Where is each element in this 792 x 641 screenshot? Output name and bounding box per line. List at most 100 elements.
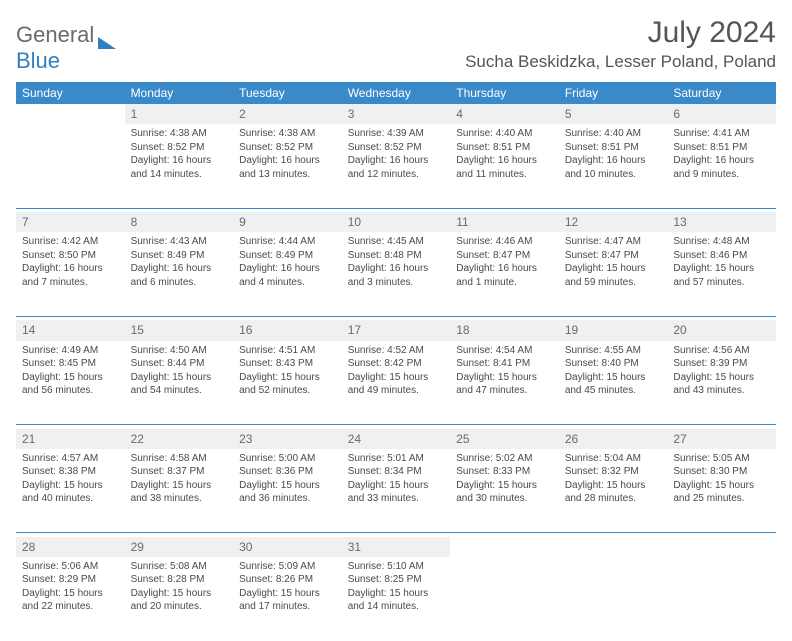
day-line: Sunrise: 4:58 AM: [131, 452, 228, 466]
day-line: Sunrise: 4:49 AM: [22, 344, 119, 358]
daynum-row: 78910111213: [16, 212, 776, 232]
day-cell: [450, 557, 559, 641]
day-cell: Sunrise: 5:00 AMSunset: 8:36 PMDaylight:…: [233, 449, 342, 533]
day-line: Sunset: 8:49 PM: [131, 249, 228, 263]
day-line: Sunrise: 4:55 AM: [565, 344, 662, 358]
day-line: Sunrise: 4:52 AM: [348, 344, 445, 358]
day-line: Sunset: 8:46 PM: [673, 249, 770, 263]
day-cell: Sunrise: 4:38 AMSunset: 8:52 PMDaylight:…: [233, 124, 342, 208]
day-line: Daylight: 15 hours and 20 minutes.: [131, 587, 228, 614]
day-cell: Sunrise: 4:55 AMSunset: 8:40 PMDaylight:…: [559, 341, 668, 425]
week-row: Sunrise: 5:06 AMSunset: 8:29 PMDaylight:…: [16, 557, 776, 641]
calendar-table: Sunday Monday Tuesday Wednesday Thursday…: [16, 82, 776, 641]
day-line: Daylight: 15 hours and 25 minutes.: [673, 479, 770, 506]
day-line: Sunrise: 4:48 AM: [673, 235, 770, 249]
day-number: 25: [450, 429, 559, 449]
day-line: Sunrise: 4:47 AM: [565, 235, 662, 249]
day-cell: Sunrise: 5:10 AMSunset: 8:25 PMDaylight:…: [342, 557, 451, 641]
title-block: July 2024 Sucha Beskidzka, Lesser Poland…: [465, 16, 776, 72]
day-line: Sunset: 8:30 PM: [673, 465, 770, 479]
day-number: 23: [233, 429, 342, 449]
day-cell: Sunrise: 4:56 AMSunset: 8:39 PMDaylight:…: [667, 341, 776, 425]
day-line: Daylight: 15 hours and 54 minutes.: [131, 371, 228, 398]
day-line: Daylight: 16 hours and 4 minutes.: [239, 262, 336, 289]
day-line: Sunrise: 5:05 AM: [673, 452, 770, 466]
day-number: 28: [16, 537, 125, 557]
day-cell: Sunrise: 4:47 AMSunset: 8:47 PMDaylight:…: [559, 232, 668, 316]
day-line: Sunset: 8:43 PM: [239, 357, 336, 371]
day-line: Daylight: 15 hours and 38 minutes.: [131, 479, 228, 506]
day-line: Sunrise: 4:54 AM: [456, 344, 553, 358]
day-cell: Sunrise: 4:49 AMSunset: 8:45 PMDaylight:…: [16, 341, 125, 425]
month-title: July 2024: [465, 16, 776, 50]
day-line: Sunset: 8:47 PM: [565, 249, 662, 263]
day-line: Daylight: 15 hours and 49 minutes.: [348, 371, 445, 398]
day-line: Daylight: 16 hours and 7 minutes.: [22, 262, 119, 289]
day-line: Sunrise: 4:38 AM: [239, 127, 336, 141]
day-line: Sunset: 8:38 PM: [22, 465, 119, 479]
day-cell: Sunrise: 4:50 AMSunset: 8:44 PMDaylight:…: [125, 341, 234, 425]
day-line: Daylight: 15 hours and 52 minutes.: [239, 371, 336, 398]
day-number: 8: [125, 212, 234, 232]
day-line: Daylight: 16 hours and 1 minute.: [456, 262, 553, 289]
week-row: Sunrise: 4:38 AMSunset: 8:52 PMDaylight:…: [16, 124, 776, 208]
day-header: Tuesday: [233, 82, 342, 104]
day-line: Sunrise: 4:45 AM: [348, 235, 445, 249]
day-cell: Sunrise: 4:38 AMSunset: 8:52 PMDaylight:…: [125, 124, 234, 208]
day-line: Daylight: 15 hours and 14 minutes.: [348, 587, 445, 614]
daynum-row: 21222324252627: [16, 429, 776, 449]
brand-logo: General Blue: [16, 16, 116, 74]
day-number: [667, 537, 776, 557]
day-cell: [559, 557, 668, 641]
triangle-icon: [98, 37, 116, 49]
day-line: Sunrise: 5:09 AM: [239, 560, 336, 574]
day-line: Sunrise: 4:50 AM: [131, 344, 228, 358]
day-header: Sunday: [16, 82, 125, 104]
day-number: 21: [16, 429, 125, 449]
day-line: Daylight: 16 hours and 14 minutes.: [131, 154, 228, 181]
day-number: 27: [667, 429, 776, 449]
day-number: 5: [559, 104, 668, 124]
day-line: Daylight: 15 hours and 22 minutes.: [22, 587, 119, 614]
day-line: Sunrise: 4:41 AM: [673, 127, 770, 141]
day-line: Daylight: 16 hours and 11 minutes.: [456, 154, 553, 181]
day-line: Sunset: 8:47 PM: [456, 249, 553, 263]
day-number: 15: [125, 320, 234, 340]
day-line: Daylight: 15 hours and 45 minutes.: [565, 371, 662, 398]
day-number: 7: [16, 212, 125, 232]
day-header: Thursday: [450, 82, 559, 104]
day-line: Sunset: 8:51 PM: [456, 141, 553, 155]
day-line: Sunset: 8:44 PM: [131, 357, 228, 371]
day-cell: [667, 557, 776, 641]
daynum-row: 123456: [16, 104, 776, 124]
day-line: Daylight: 15 hours and 33 minutes.: [348, 479, 445, 506]
day-cell: Sunrise: 4:40 AMSunset: 8:51 PMDaylight:…: [450, 124, 559, 208]
header: General Blue July 2024 Sucha Beskidzka, …: [16, 16, 776, 74]
day-line: Sunrise: 4:38 AM: [131, 127, 228, 141]
week-row: Sunrise: 4:49 AMSunset: 8:45 PMDaylight:…: [16, 341, 776, 425]
day-line: Sunrise: 4:40 AM: [456, 127, 553, 141]
day-header: Monday: [125, 82, 234, 104]
day-number: 19: [559, 320, 668, 340]
day-line: Sunset: 8:51 PM: [565, 141, 662, 155]
day-cell: Sunrise: 5:01 AMSunset: 8:34 PMDaylight:…: [342, 449, 451, 533]
day-line: Daylight: 15 hours and 43 minutes.: [673, 371, 770, 398]
day-line: Sunset: 8:28 PM: [131, 573, 228, 587]
day-line: Daylight: 16 hours and 13 minutes.: [239, 154, 336, 181]
day-cell: Sunrise: 4:41 AMSunset: 8:51 PMDaylight:…: [667, 124, 776, 208]
day-cell: Sunrise: 4:44 AMSunset: 8:49 PMDaylight:…: [233, 232, 342, 316]
day-cell: Sunrise: 4:51 AMSunset: 8:43 PMDaylight:…: [233, 341, 342, 425]
day-cell: Sunrise: 4:45 AMSunset: 8:48 PMDaylight:…: [342, 232, 451, 316]
day-line: Sunrise: 4:56 AM: [673, 344, 770, 358]
day-line: Daylight: 16 hours and 3 minutes.: [348, 262, 445, 289]
day-line: Sunset: 8:52 PM: [239, 141, 336, 155]
day-line: Sunset: 8:32 PM: [565, 465, 662, 479]
day-line: Sunset: 8:34 PM: [348, 465, 445, 479]
day-cell: Sunrise: 4:48 AMSunset: 8:46 PMDaylight:…: [667, 232, 776, 316]
day-number: 13: [667, 212, 776, 232]
day-cell: Sunrise: 4:54 AMSunset: 8:41 PMDaylight:…: [450, 341, 559, 425]
week-row: Sunrise: 4:57 AMSunset: 8:38 PMDaylight:…: [16, 449, 776, 533]
day-line: Daylight: 16 hours and 12 minutes.: [348, 154, 445, 181]
day-line: Daylight: 15 hours and 40 minutes.: [22, 479, 119, 506]
week-row: Sunrise: 4:42 AMSunset: 8:50 PMDaylight:…: [16, 232, 776, 316]
